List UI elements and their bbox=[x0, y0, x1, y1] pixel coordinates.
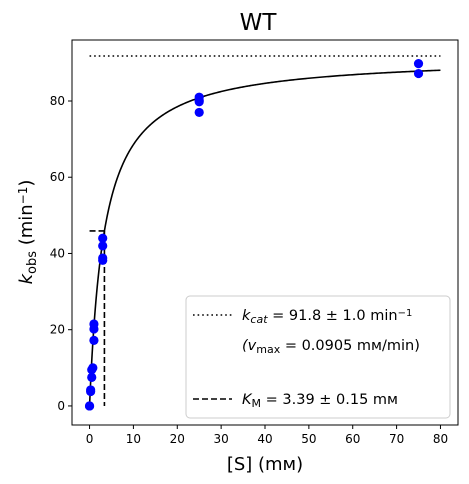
y-tick-label: 60 bbox=[50, 170, 65, 184]
y-axis-ticks: 0 20 40 60 80 bbox=[50, 94, 72, 413]
legend-kcat-sub: cat bbox=[250, 313, 268, 326]
legend-vmax-text: = 0.0905 mᴍ/min) bbox=[280, 338, 420, 354]
legend-kcat-entry: kcat = 91.8 ± 1.0 min−1 bbox=[242, 308, 412, 326]
data-point bbox=[86, 385, 96, 395]
x-tick-label: 50 bbox=[301, 432, 316, 446]
data-point bbox=[194, 92, 204, 102]
data-point bbox=[413, 59, 424, 69]
legend-kcat-sup: −1 bbox=[398, 308, 413, 319]
legend-box bbox=[185, 295, 451, 419]
legend-km-text: = 3.39 ± 0.15 mᴍ bbox=[261, 392, 398, 408]
axes-frame bbox=[71, 39, 459, 426]
x-axis-label: [S] (mᴍ) bbox=[227, 454, 303, 475]
x-tick-label: 0 bbox=[86, 432, 94, 446]
legend-km-entry: KM = 3.39 ± 0.15 mᴍ bbox=[242, 392, 398, 410]
x-tick-label: 20 bbox=[170, 432, 185, 446]
legend-kcat-symbol: k bbox=[242, 308, 251, 324]
data-point bbox=[89, 319, 99, 329]
legend-vmax-sub: max bbox=[256, 343, 280, 356]
y-tick-label: 20 bbox=[50, 323, 65, 337]
data-point bbox=[98, 233, 108, 243]
data-point bbox=[88, 363, 98, 373]
chart-title: WT bbox=[240, 10, 278, 36]
legend: kcat = 91.8 ± 1.0 min−1 (vmax = 0.0905 m… bbox=[185, 295, 451, 419]
x-tick-label: 30 bbox=[213, 432, 228, 446]
legend-vmax-entry: (vmax = 0.0905 mᴍ/min) bbox=[242, 338, 420, 356]
data-point bbox=[89, 335, 99, 345]
legend-km-symbol: K bbox=[242, 392, 253, 408]
x-axis-ticks: 0 10 20 30 40 50 60 70 80 bbox=[86, 425, 448, 446]
y-label-sup: −1 bbox=[16, 187, 30, 205]
y-label-rest: (min bbox=[16, 204, 37, 251]
x-tick-label: 40 bbox=[257, 432, 272, 446]
plot-area bbox=[84, 55, 441, 411]
data-point bbox=[194, 107, 204, 118]
y-label-base: k bbox=[16, 272, 37, 284]
x-tick-label: 10 bbox=[126, 432, 141, 446]
legend-kcat-text: = 91.8 ± 1.0 min bbox=[268, 308, 398, 324]
x-tick-label: 80 bbox=[433, 432, 448, 446]
fit-curve bbox=[88, 69, 441, 406]
x-tick-label: 60 bbox=[345, 432, 360, 446]
data-point bbox=[98, 241, 108, 251]
legend-vmax-open: (v bbox=[242, 338, 257, 354]
y-tick-label: 0 bbox=[57, 399, 65, 413]
y-tick-label: 40 bbox=[50, 246, 65, 260]
data-point bbox=[413, 68, 424, 79]
y-label-sub: obs bbox=[25, 251, 40, 274]
y-label-close: ) bbox=[16, 180, 37, 187]
data-point bbox=[87, 372, 97, 382]
data-point bbox=[84, 401, 95, 411]
y-axis-label: kobs (min−1) bbox=[16, 180, 40, 285]
data-point bbox=[98, 253, 108, 263]
legend-km-sub: M bbox=[252, 397, 262, 410]
x-tick-label: 70 bbox=[389, 432, 404, 446]
y-tick-label: 80 bbox=[50, 94, 65, 108]
